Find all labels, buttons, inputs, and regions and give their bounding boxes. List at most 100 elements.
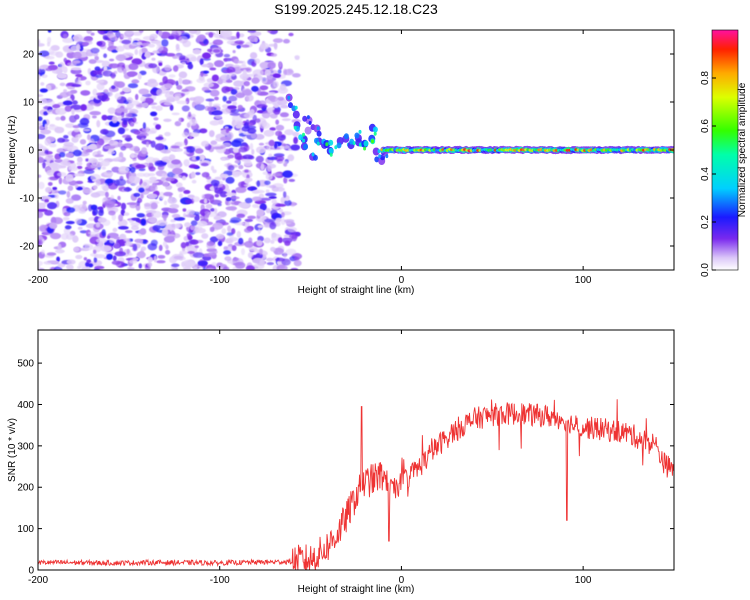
heatmap-noise-cell	[227, 105, 237, 109]
heatmap-noise-cell	[185, 214, 197, 218]
heatmap-noise-cell	[120, 33, 132, 39]
heatmap-noise-cell	[185, 246, 196, 252]
heatmap-noise-cell	[200, 71, 204, 77]
heatmap-noise-cell	[127, 266, 132, 270]
colorbar-label: Normalized spectral amplitude	[737, 82, 748, 217]
heatmap-onset-cell	[352, 141, 356, 146]
heatmap-noise-cell	[65, 220, 75, 225]
heatmap-noise-cell	[268, 153, 273, 158]
heatmap-noise-cell	[70, 68, 82, 75]
heatmap-onset-cell	[312, 154, 318, 161]
heatmap-noise-cell	[171, 159, 181, 165]
heatmap-noise-cell	[103, 145, 115, 150]
heatmap-noise-cell	[62, 207, 68, 212]
heatmap-noise-cell	[135, 164, 146, 169]
heatmap-noise-cell	[235, 124, 243, 129]
heatmap-noise-cell	[228, 165, 235, 171]
heatmap-noise-cell	[190, 220, 198, 226]
heatmap-noise-cell	[256, 146, 266, 154]
heatmap-noise-cell	[72, 60, 81, 64]
heatmap-noise-cell	[294, 256, 300, 261]
heatmap-noise-cell	[276, 264, 288, 270]
heatmap-noise-cell	[49, 162, 59, 168]
heatmap-noise-cell	[203, 198, 208, 205]
heatmap-noise-cell	[66, 48, 74, 54]
heatmap-noise-cell	[90, 163, 97, 168]
heatmap-noise-cell	[177, 186, 186, 192]
heatmap-noise-cell	[193, 96, 205, 104]
heatmap-noise-cell	[246, 174, 250, 180]
heatmap-noise-cell	[115, 45, 125, 52]
heatmap-noise-cell	[145, 130, 157, 135]
heatmap-noise-cell	[102, 35, 109, 41]
heatmap-noise-cell	[73, 149, 82, 157]
heatmap-noise-cell	[231, 245, 237, 251]
heatmap-noise-cell	[118, 140, 122, 147]
heatmap-noise-cell	[113, 236, 121, 240]
heatmap-noise-cell	[183, 259, 196, 266]
heatmap-noise-cell	[199, 58, 204, 66]
heatmap-noise-cell	[56, 172, 67, 177]
heatmap-noise-cell	[287, 226, 298, 233]
heatmap-noise-cell	[220, 74, 231, 81]
heatmap-noise-cell	[123, 238, 131, 243]
heatmap-noise-cell	[149, 33, 158, 40]
heatmap-noise-cell	[141, 128, 147, 132]
heatmap-noise-cell	[117, 66, 125, 73]
heatmap-noise-cell	[185, 199, 193, 205]
heatmap-noise-cell	[109, 90, 113, 97]
heatmap-noise-cell	[269, 127, 277, 131]
heatmap-noise-cell	[214, 193, 220, 198]
heatmap-noise-cell	[261, 77, 268, 84]
heatmap-onset-cell	[358, 129, 362, 134]
heatmap-noise-cell	[267, 95, 276, 101]
heatmap-noise-cell	[56, 148, 66, 154]
heatmap-noise-cell	[238, 164, 244, 170]
heatmap-noise-cell	[118, 214, 124, 222]
heatmap-noise-cell	[96, 79, 105, 84]
heatmap-noise-cell	[154, 143, 165, 151]
heatmap-onset-cell	[385, 154, 389, 159]
snr-y-tick-label: 100	[17, 524, 34, 535]
heatmap-noise-cell	[79, 117, 90, 126]
heatmap-noise-cell	[235, 121, 245, 126]
heatmap-noise-cell	[228, 95, 238, 102]
colorbar-ticks: 0.0 0.2 0.4 0.6 0.8	[700, 71, 716, 277]
heatmap-noise-cell	[129, 122, 135, 127]
heatmap-noise-cell	[148, 166, 156, 172]
heatmap-noise-cell	[225, 79, 233, 83]
heatmap-noise-cell	[192, 196, 200, 203]
heatmap-noise-cell	[111, 30, 120, 33]
heatmap-noise-cell	[180, 93, 186, 97]
heatmap-noise-cell	[270, 239, 275, 244]
heatmap-noise-cell	[288, 178, 296, 182]
heatmap-noise-cell	[75, 73, 83, 78]
heatmap-noise-cell	[144, 51, 151, 59]
heatmap-noise-cell	[90, 174, 101, 181]
heatmap-noise-cell	[138, 263, 143, 269]
heatmap-noise-cell	[88, 158, 98, 164]
heatmap-noise-cell	[103, 170, 114, 177]
heatmap-noise-cell	[247, 215, 256, 220]
heatmap-noise-cell	[189, 239, 199, 245]
heatmap-onset-cell	[294, 105, 298, 110]
heatmap-noise-cell	[245, 265, 255, 270]
heatmap-noise-cell	[281, 212, 285, 218]
heatmap-noise-cell	[121, 117, 132, 122]
heatmap-noise-cell	[45, 55, 55, 60]
heatmap-noise-cell	[95, 74, 103, 78]
heatmap-noise-cell	[260, 197, 272, 201]
heatmap-noise-cell	[47, 260, 59, 264]
heatmap-noise-cell	[225, 197, 232, 202]
heatmap-noise-cell	[212, 39, 224, 46]
heatmap-noise-cell	[66, 233, 74, 240]
heatmap-noise-cell	[97, 217, 107, 223]
heatmap-noise-cell	[277, 96, 285, 101]
snr-y-tick-label: 0	[28, 566, 34, 577]
heatmap-noise-cell	[169, 104, 174, 111]
heatmap-noise-cell	[221, 228, 227, 235]
heatmap-onset-cell	[293, 125, 297, 130]
heatmap-noise-cell	[263, 129, 275, 137]
heatmap-noise-cell	[197, 260, 208, 266]
